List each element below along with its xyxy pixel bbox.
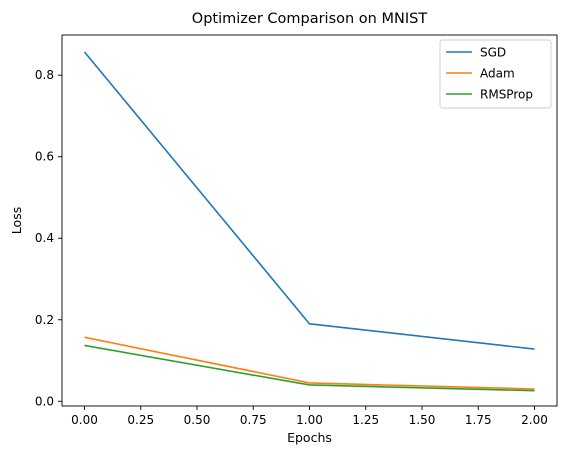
- x-tick-label: 2.00: [521, 413, 548, 427]
- x-tick-label: 1.50: [409, 413, 436, 427]
- legend-label-sgd: SGD: [480, 46, 506, 60]
- legend-label-rmsprop: RMSProp: [480, 88, 533, 102]
- series-line-rmsprop: [84, 344, 535, 392]
- y-tick-label: 0.0: [35, 394, 54, 408]
- chart-title: Optimizer Comparison on MNIST: [192, 11, 428, 27]
- x-tick-label: 1.75: [465, 413, 492, 427]
- x-axis-label: Epochs: [287, 430, 332, 445]
- legend: SGD Adam RMSProp: [439, 39, 552, 109]
- legend-box: [439, 39, 552, 109]
- y-axis: 0.0 0.2 0.4 0.6 0.8: [35, 68, 62, 408]
- y-tick-label: 0.4: [35, 231, 54, 245]
- x-tick-label: 0.75: [240, 413, 267, 427]
- y-tick-label: 0.8: [35, 68, 54, 82]
- x-tick-label: 0.25: [127, 413, 154, 427]
- x-tick-label: 0.50: [184, 413, 211, 427]
- x-tick-label: 0.00: [71, 413, 98, 427]
- legend-label-adam: Adam: [480, 67, 515, 81]
- x-axis: 0.00 0.25 0.50 0.75 1.00 1.25 1.50 1.75 2.00: [71, 406, 548, 427]
- series-line-adam: [84, 336, 535, 390]
- y-tick-label: 0.6: [35, 150, 54, 164]
- y-axis-label: Loss: [9, 207, 24, 234]
- series-line-sgd: [83, 51, 535, 350]
- x-tick-label: 1.00: [296, 413, 323, 427]
- x-tick-label: 1.25: [352, 413, 379, 427]
- y-tick-label: 0.2: [35, 313, 54, 327]
- plot-area: 0.00 0.25 0.50 0.75 1.00 1.25 1.50 1.75 2.00 0.0…: [35, 34, 558, 427]
- series-lines: [83, 51, 535, 392]
